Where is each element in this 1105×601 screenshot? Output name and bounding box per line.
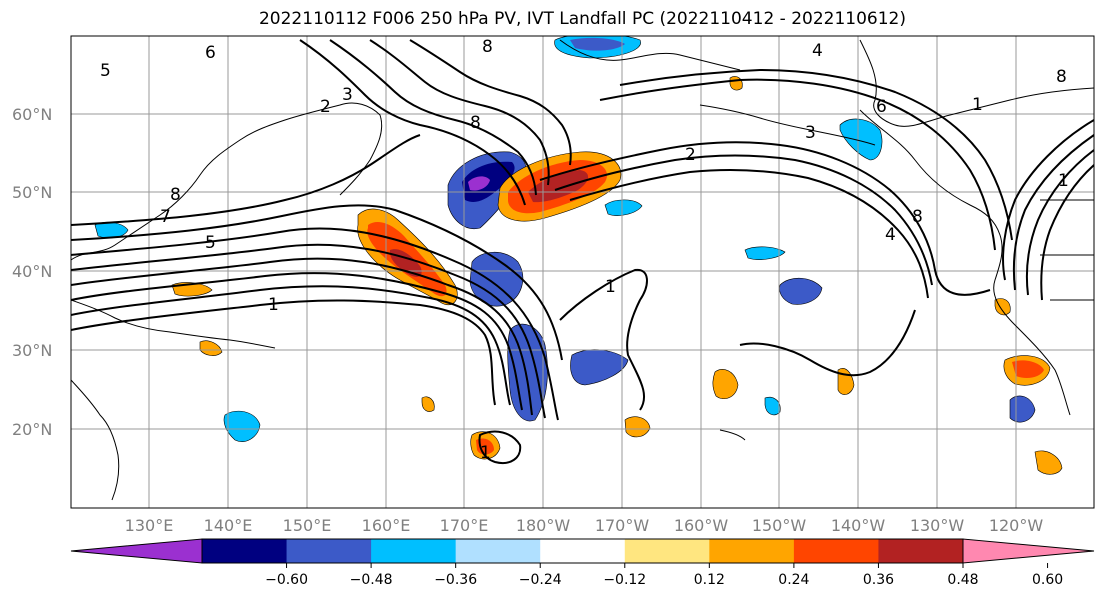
colorbar-segment xyxy=(455,539,541,563)
contour-label: 8 xyxy=(912,207,923,227)
colorbar-extend-max xyxy=(962,538,1095,564)
contour-label: 2 xyxy=(320,97,331,117)
colorbar-tick-label: −0.60 xyxy=(265,572,308,588)
colorbar-tick-label: 0.36 xyxy=(863,572,894,588)
colorbar-frame xyxy=(201,538,964,564)
contour-label: 1 xyxy=(972,95,983,115)
lat-label-60n: 60°N xyxy=(12,105,52,124)
colorbar-segment xyxy=(540,539,626,563)
lat-label-30n: 30°N xyxy=(12,341,52,360)
map-border xyxy=(70,35,1095,509)
negative-region xyxy=(570,37,625,51)
colorbar-segment xyxy=(793,539,879,563)
colorbar-segment xyxy=(202,539,288,563)
colorbar-tick-label: −0.48 xyxy=(350,572,393,588)
colorbar-tick-label: 0.12 xyxy=(694,572,725,588)
positive-region xyxy=(1034,450,1063,475)
negative-peak xyxy=(468,176,490,191)
pv-contours xyxy=(71,39,1094,464)
map-area xyxy=(71,36,1094,508)
colorbar-segment xyxy=(371,539,457,563)
contour-label: 3 xyxy=(342,85,353,105)
colorbar-tick-label: 0.48 xyxy=(947,572,978,588)
contour-label: 5 xyxy=(100,61,111,81)
positive-core xyxy=(1012,360,1044,378)
contour-label: 2 xyxy=(685,145,696,165)
colorbar-tick-label: 0.24 xyxy=(778,572,809,588)
lon-label: 170°E xyxy=(440,516,489,535)
colorbar-segment xyxy=(709,539,795,563)
contour-label: 1 xyxy=(268,295,279,315)
colorbar-tick-label: 0.60 xyxy=(1032,572,1063,588)
lat-label-40n: 40°N xyxy=(12,262,52,281)
positive-region xyxy=(421,396,435,412)
lon-label: 150°W xyxy=(752,516,807,535)
map-title: 2022110112 F006 250 hPa PV, IVT Landfall… xyxy=(258,9,906,29)
colorbar-tick-label: −0.12 xyxy=(603,572,646,588)
contour-label: 3 xyxy=(805,123,816,143)
contour-label: 6 xyxy=(876,97,887,117)
lon-label: 160°W xyxy=(674,516,729,535)
negative-region xyxy=(744,246,786,260)
contour-label: 4 xyxy=(812,41,823,61)
lon-label: 150°E xyxy=(283,516,332,535)
colorbar-segment xyxy=(878,539,964,563)
contour-label: 5 xyxy=(205,233,216,253)
negative-region xyxy=(839,118,883,161)
positive-region xyxy=(994,298,1011,316)
colorbar-tick-label: −0.24 xyxy=(519,572,562,588)
lon-label: 120°W xyxy=(989,516,1044,535)
contour-labels: 6 8 5 2 3 8 8 7 5 1 1 2 3 4 6 1 8 8 4 1 … xyxy=(100,37,1069,463)
lon-label: 140°E xyxy=(204,516,253,535)
negative-region xyxy=(223,410,261,442)
map-content: 6 8 5 2 3 8 8 7 5 1 1 2 3 4 6 1 8 8 4 1 … xyxy=(71,36,1094,508)
lon-label: 130°E xyxy=(125,516,174,535)
contour-label: 8 xyxy=(1056,67,1067,87)
colorbar-segment xyxy=(624,539,710,563)
colorbar-extend-min xyxy=(70,538,203,564)
lon-label: 160°E xyxy=(362,516,411,535)
contour-label: 4 xyxy=(885,225,896,245)
positive-region xyxy=(199,340,223,356)
positive-region xyxy=(624,416,651,438)
contour-label: 1 xyxy=(480,443,491,463)
longitude-labels: 130°E 140°E 150°E 160°E 170°E 180°W 170°… xyxy=(125,516,1044,535)
colorbar-tick-label: −0.36 xyxy=(434,572,477,588)
contour-label: 8 xyxy=(470,113,481,133)
lon-label: 180°W xyxy=(516,516,571,535)
negative-region xyxy=(507,323,548,422)
contour-label: 1 xyxy=(605,277,616,297)
lon-label: 140°W xyxy=(831,516,886,535)
latitude-labels: 60°N 50°N 40°N 30°N 20°N xyxy=(12,105,52,439)
lon-label: 130°W xyxy=(910,516,965,535)
colorbar-segment xyxy=(286,539,372,563)
contour-label: 6 xyxy=(205,43,216,63)
contour-label: 8 xyxy=(482,37,493,57)
positive-region xyxy=(712,369,739,399)
lat-label-20n: 20°N xyxy=(12,420,52,439)
lat-label-50n: 50°N xyxy=(12,183,52,202)
lon-label: 170°W xyxy=(595,516,650,535)
graticule xyxy=(71,36,1094,508)
contour-label: 8 xyxy=(170,185,181,205)
colorbar: −0.60 −0.48 −0.36 −0.24 −0.12 0.12 0.24 0.36 0.4… xyxy=(70,538,1095,588)
contour-label: 1 xyxy=(1058,171,1069,191)
negative-region xyxy=(764,396,781,416)
contour-label: 7 xyxy=(160,207,171,227)
negative-region xyxy=(604,199,643,216)
negative-region xyxy=(779,277,823,305)
